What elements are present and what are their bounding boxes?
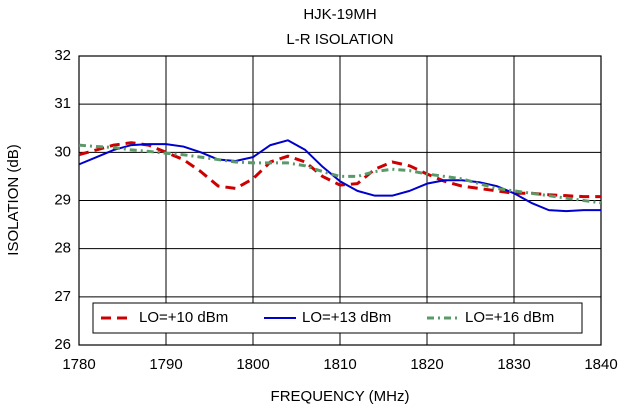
x-tick-label: 1840: [584, 356, 617, 373]
x-tick-label: 1830: [497, 356, 530, 373]
legend-label: LO=+16 dBm: [465, 309, 554, 326]
x-tick-label: 1800: [236, 356, 269, 373]
y-tick-label: 26: [54, 336, 71, 353]
x-tick-label: 1820: [410, 356, 443, 373]
data-line: [78, 143, 602, 205]
legend-box: [92, 302, 583, 334]
y-tick-label: 29: [54, 191, 71, 208]
y-tick-label: 32: [54, 47, 71, 64]
x-tick-label: 1790: [149, 356, 182, 373]
x-axis-label: FREQUENCY (MHz): [271, 388, 410, 405]
legend-label: LO=+10 dBm: [139, 309, 228, 326]
y-axis-label: ISOLATION (dB): [5, 144, 22, 255]
data-line: [78, 139, 601, 213]
chart-subtitle: L-R ISOLATION: [286, 31, 393, 48]
y-tick-label: 27: [54, 288, 71, 305]
y-tick-label: 31: [54, 95, 71, 112]
data-line: [78, 141, 601, 199]
x-tick-label: 1780: [62, 356, 95, 373]
chart-title: HJK-19MH: [303, 6, 376, 23]
x-tick-label: 1810: [323, 356, 356, 373]
y-tick-label: 28: [54, 240, 71, 257]
legend-label: LO=+13 dBm: [302, 309, 391, 326]
y-tick-label: 30: [54, 143, 71, 160]
plot-border: [78, 55, 602, 346]
